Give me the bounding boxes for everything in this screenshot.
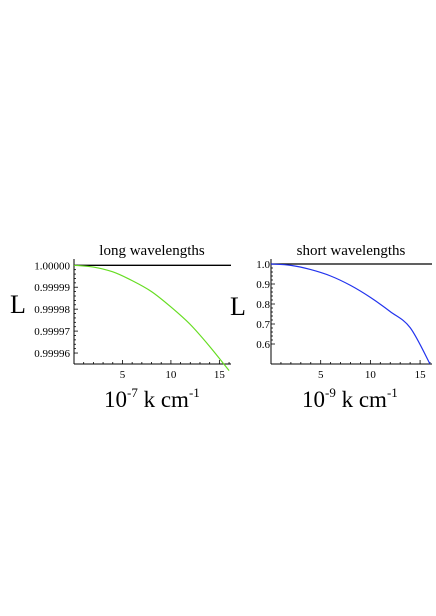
x-axis-label-part: k cm bbox=[336, 387, 387, 412]
x-tick-label: 15 bbox=[415, 369, 427, 381]
curve-series bbox=[73, 264, 230, 371]
x-tick-label: 5 bbox=[120, 369, 126, 381]
y-tick-label: 0.99996 bbox=[34, 348, 70, 360]
x-axis-label-part: 10 bbox=[302, 387, 325, 412]
x-axis-label-part: -1 bbox=[387, 385, 398, 400]
y-tick-label: 1.0 bbox=[256, 259, 270, 271]
chart-title: long wavelengths bbox=[99, 243, 205, 259]
y-axis-label: L bbox=[230, 292, 246, 321]
y-tick-label: 0.7 bbox=[256, 319, 270, 331]
x-tick-label: 15 bbox=[214, 369, 226, 381]
x-axis-label-part: -9 bbox=[325, 385, 336, 400]
x-axis-label-part: k cm bbox=[138, 387, 189, 412]
x-axis-label: 10-9 k cm-1 bbox=[302, 385, 398, 412]
y-tick-label: 0.9 bbox=[256, 279, 270, 291]
chart-title: short wavelengths bbox=[297, 243, 406, 259]
y-tick-label: 0.99997 bbox=[34, 326, 70, 338]
y-tick-label: 0.99999 bbox=[34, 282, 70, 294]
y-axis-label: L bbox=[10, 290, 26, 319]
x-axis-label-part: -1 bbox=[189, 385, 200, 400]
x-axis-label-part: 10 bbox=[104, 387, 127, 412]
y-tick-label: 0.8 bbox=[256, 299, 270, 311]
y-tick-label: 0.99998 bbox=[34, 304, 70, 316]
x-axis-label-part: -7 bbox=[127, 385, 138, 400]
y-tick-label: 0.6 bbox=[256, 339, 270, 351]
x-tick-label: 10 bbox=[365, 369, 377, 381]
x-tick-label: 10 bbox=[165, 369, 177, 381]
curve-series bbox=[270, 263, 431, 365]
x-tick-label: 5 bbox=[318, 369, 324, 381]
x-axis-label: 10-7 k cm-1 bbox=[104, 385, 200, 412]
y-tick-label: 1.00000 bbox=[34, 260, 70, 272]
